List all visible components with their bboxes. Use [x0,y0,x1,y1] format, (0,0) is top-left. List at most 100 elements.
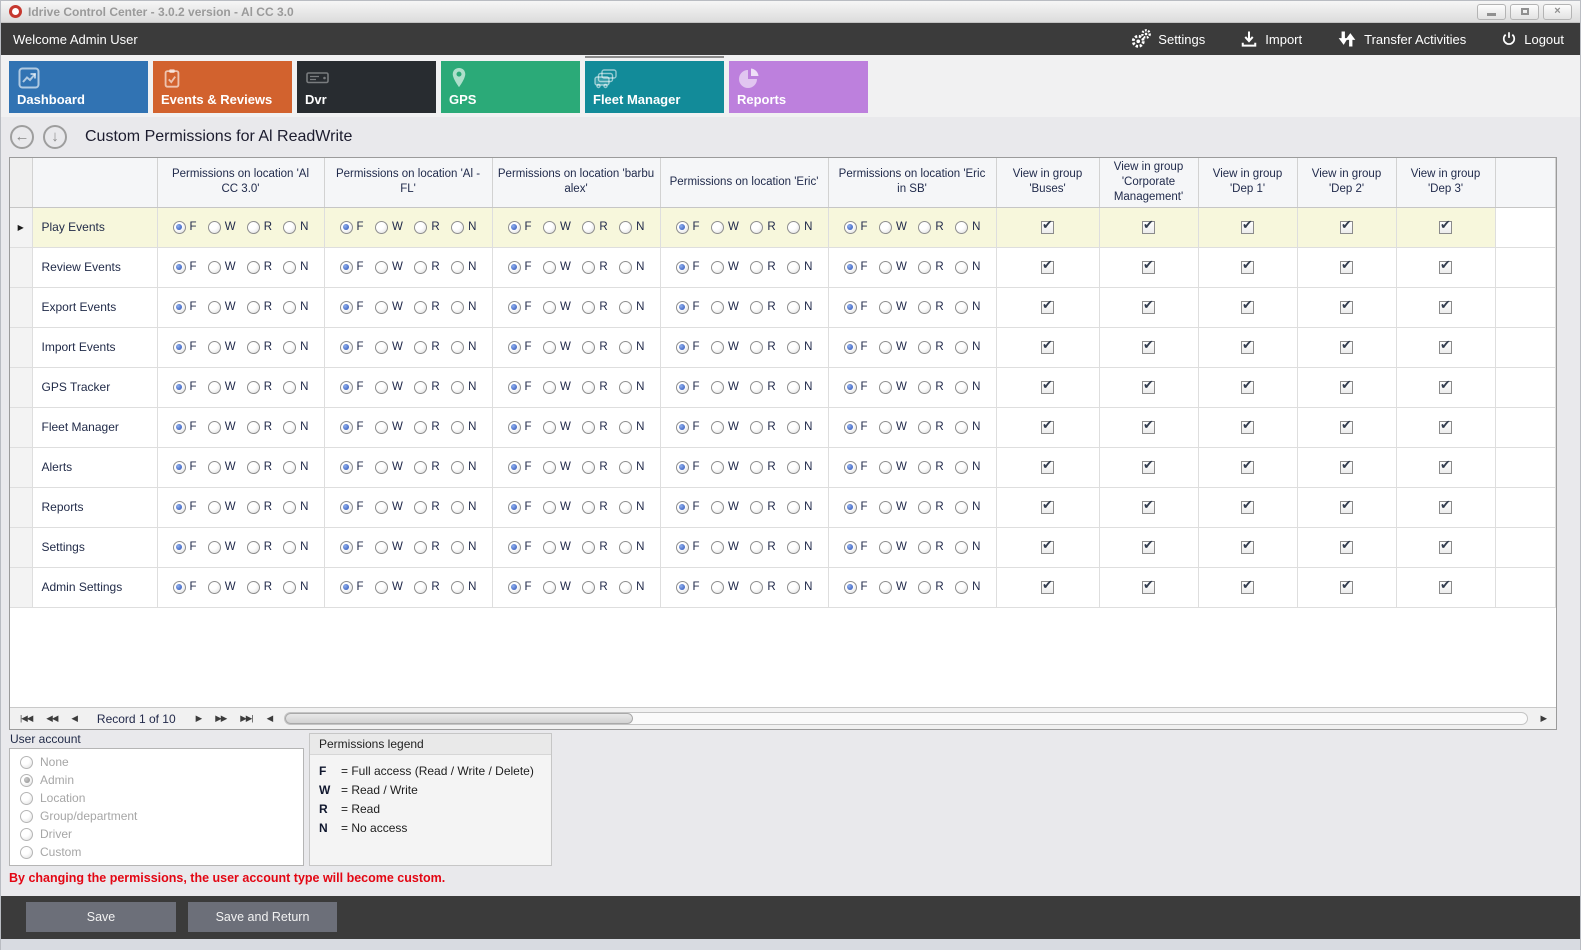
permission-radio-f[interactable]: F [339,580,364,594]
group-view-checkbox[interactable] [1241,257,1254,274]
radio-button[interactable] [619,340,633,354]
permission-radio-w[interactable]: W [207,500,236,514]
permission-radio-r[interactable]: R [918,500,944,514]
permission-radio-f[interactable]: F [675,220,700,234]
permission-radio-f[interactable]: F [843,340,868,354]
radio-button[interactable] [283,500,297,514]
radio-button[interactable] [414,260,428,274]
radio-button[interactable] [543,340,557,354]
radio-button[interactable] [375,420,389,434]
radio-button[interactable] [675,340,689,354]
group-view-checkbox[interactable] [1340,577,1353,594]
group-view-checkbox[interactable] [1041,577,1054,594]
group-view-checkbox[interactable] [1439,577,1452,594]
radio-button[interactable] [787,220,801,234]
radio-button[interactable] [543,260,557,274]
permission-radio-w[interactable]: W [879,580,907,594]
permission-radio-n[interactable]: N [787,380,812,394]
radio-button[interactable] [207,220,221,234]
tab-gps[interactable]: GPS [441,61,580,113]
permission-radio-f[interactable]: F [339,380,364,394]
radio-button[interactable] [283,300,297,314]
permission-radio-r[interactable]: R [918,300,944,314]
permission-radio-n[interactable]: N [619,580,644,594]
radio-button[interactable] [711,420,725,434]
radio-button[interactable] [711,580,725,594]
radio-button[interactable] [507,460,521,474]
permission-radio-f[interactable]: F [172,540,197,554]
radio-button[interactable] [918,340,932,354]
import-button[interactable]: Import [1239,29,1302,49]
radio-button[interactable] [675,580,689,594]
permission-radio-w[interactable]: W [711,260,739,274]
permission-radio-r[interactable]: R [918,420,944,434]
radio-button[interactable] [543,420,557,434]
permission-radio-n[interactable]: N [451,260,476,274]
group-view-checkbox[interactable] [1041,337,1054,354]
radio-button[interactable] [750,500,764,514]
permission-radio-r[interactable]: R [918,380,944,394]
permission-radio-f[interactable]: F [172,420,197,434]
group-view-checkbox[interactable] [1439,417,1452,434]
permission-radio-f[interactable]: F [172,220,197,234]
permission-radio-w[interactable]: W [711,340,739,354]
radio-button[interactable] [711,220,725,234]
user-account-option-none[interactable]: None [20,755,293,769]
radio-button[interactable] [843,300,857,314]
radio-button[interactable] [582,540,596,554]
permission-radio-w[interactable]: W [375,420,403,434]
row-label[interactable]: Admin Settings [32,567,158,608]
permission-radio-w[interactable]: W [879,420,907,434]
group-view-checkbox[interactable] [1439,297,1452,314]
radio-button[interactable] [787,340,801,354]
permission-radio-f[interactable]: F [843,420,868,434]
permission-radio-n[interactable]: N [451,220,476,234]
permission-radio-r[interactable]: R [246,300,272,314]
permission-radio-f[interactable]: F [675,340,700,354]
permission-radio-r[interactable]: R [918,580,944,594]
permission-radio-n[interactable]: N [283,420,308,434]
close-button[interactable]: × [1543,3,1572,20]
permission-radio-n[interactable]: N [451,540,476,554]
radio-button[interactable] [918,580,932,594]
permission-radio-n[interactable]: N [787,340,812,354]
permission-radio-r[interactable]: R [582,460,608,474]
permission-radio-n[interactable]: N [283,300,308,314]
permission-radio-n[interactable]: N [787,540,812,554]
permission-radio-f[interactable]: F [843,460,868,474]
group-view-checkbox[interactable] [1241,537,1254,554]
radio-button[interactable] [283,340,297,354]
permission-radio-w[interactable]: W [375,300,403,314]
permission-radio-n[interactable]: N [787,580,812,594]
permission-radio-r[interactable]: R [246,340,272,354]
group-view-checkbox[interactable] [1142,377,1155,394]
permission-radio-w[interactable]: W [207,540,236,554]
permission-radio-f[interactable]: F [339,260,364,274]
group-view-checkbox[interactable] [1340,497,1353,514]
permission-radio-r[interactable]: R [246,420,272,434]
group-view-checkbox[interactable] [1439,337,1452,354]
radio-button[interactable] [918,420,932,434]
radio-button[interactable] [543,460,557,474]
group-view-checkbox[interactable] [1340,217,1353,234]
permission-radio-n[interactable]: N [283,380,308,394]
radio-button[interactable] [879,500,893,514]
radio-button[interactable] [375,540,389,554]
permission-radio-f[interactable]: F [675,460,700,474]
radio-button[interactable] [172,340,186,354]
radio-button[interactable] [507,420,521,434]
permission-radio-r[interactable]: R [582,500,608,514]
radio-button[interactable] [207,500,221,514]
nav-next-page-button[interactable]: ▶▶ [215,713,227,723]
permission-radio-f[interactable]: F [172,380,197,394]
permission-radio-f[interactable]: F [675,260,700,274]
radio-button[interactable] [879,540,893,554]
permission-radio-n[interactable]: N [283,220,308,234]
permission-radio-r[interactable]: R [750,380,776,394]
permission-radio-w[interactable]: W [879,500,907,514]
group-view-checkbox[interactable] [1142,577,1155,594]
radio-button[interactable] [582,460,596,474]
radio-button[interactable] [451,420,465,434]
permission-radio-r[interactable]: R [414,220,440,234]
radio-button[interactable] [414,300,428,314]
